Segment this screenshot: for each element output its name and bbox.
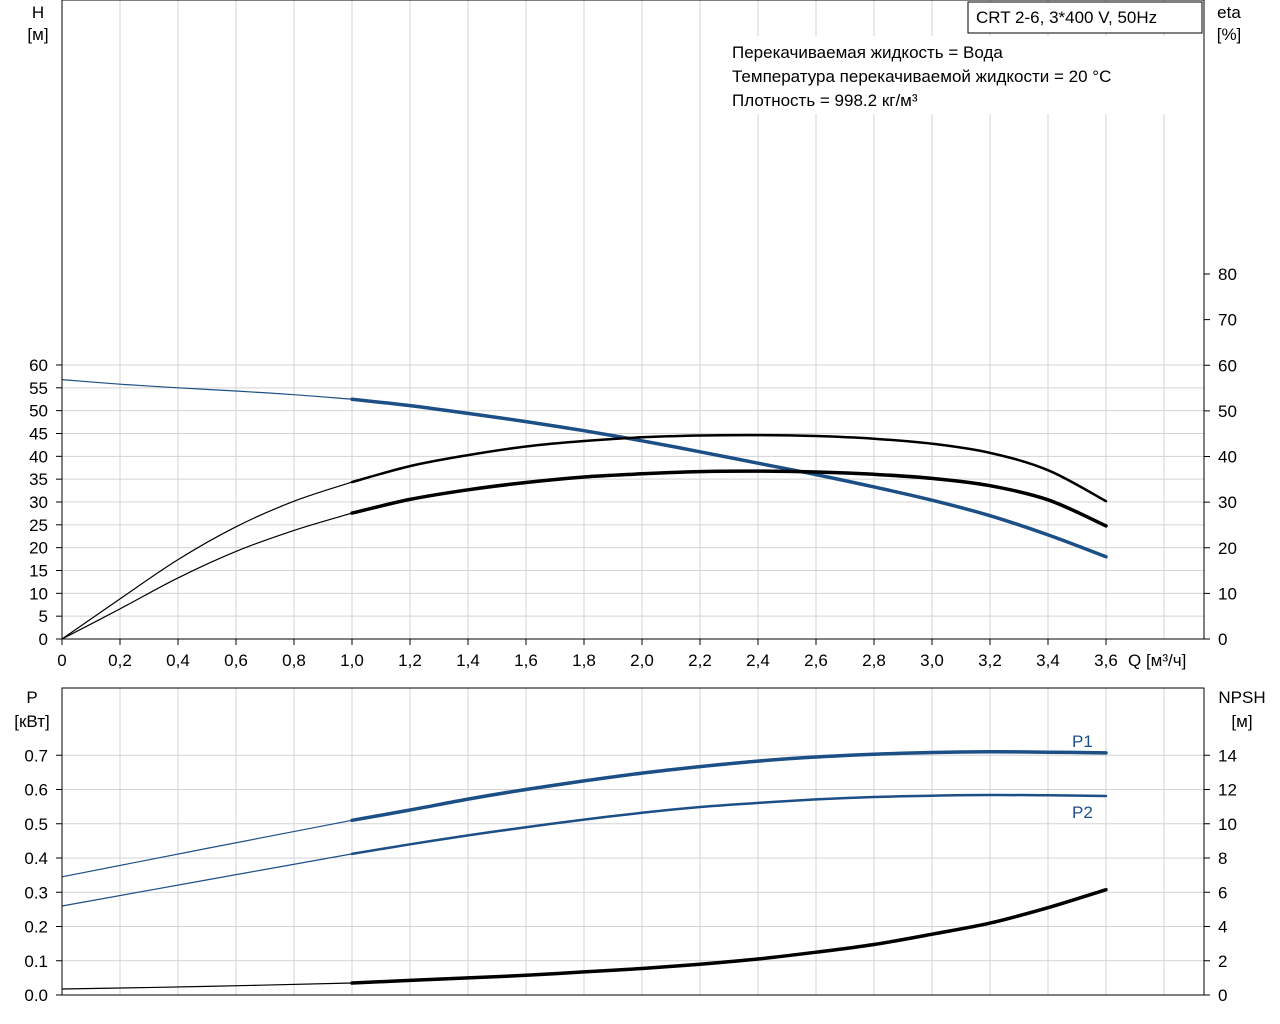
left-y-tick-label: 0.4 [24,849,48,868]
x-tick-label: 0 [57,651,66,670]
x-tick-label: 0,6 [224,651,248,670]
x-tick-label: 0,2 [108,651,132,670]
lower-right-axis-label-unit: [м] [1231,712,1252,731]
right-y-tick-label: 70 [1218,311,1237,330]
upper-plot-frame [61,0,1205,640]
right-y-tick-label: 60 [1218,356,1237,375]
upper-x-ticks: 0 0,2 0,4 0,6 0,8 1,0 1,2 1,4 1,6 1,8 2,0 2,2 2,4 2,6… [57,639,1118,670]
left-y-tick-label: 40 [29,447,48,466]
x-tick-label: 2,8 [862,651,886,670]
x-tick-label: 3,4 [1036,651,1060,670]
x-tick-label: 3,2 [978,651,1002,670]
left-y-tick-label: 15 [29,561,48,580]
lower-chart: 0.0 0.1 0.2 0.3 0.4 0.5 0.6 0.7 0 2 4 6 8 10 12 14 P [… [14,687,1266,1005]
right-y-tick-label: 50 [1218,402,1237,421]
right-y-tick-label: 20 [1218,539,1237,558]
x-tick-label: 3,0 [920,651,944,670]
x-tick-label: 0,8 [282,651,306,670]
right-y-tick-label: 0 [1218,630,1227,649]
x-tick-label: 0,4 [166,651,190,670]
liquid-annotation: Перекачиваемая жидкость = Вода [732,43,1003,62]
upper-left-axis-label-unit: [м] [27,25,48,44]
x-tick-label: 1,0 [340,651,364,670]
right-y-tick-label: 10 [1218,584,1237,603]
p2-power-curve-thin [61,853,353,907]
left-y-tick-label: 10 [29,584,48,603]
left-y-tick-label: 45 [29,424,48,443]
lower-series [61,750,1108,990]
npsh-curve-thin [61,982,353,990]
left-y-tick-label: 25 [29,516,48,535]
lower-left-y-ticks: 0.0 0.1 0.2 0.3 0.4 0.5 0.6 0.7 [24,746,62,1005]
x-tick-label: 2,4 [746,651,770,670]
left-y-tick-label: 0.0 [24,986,48,1005]
head-curve-thin [61,379,353,400]
x-tick-label: 2,6 [804,651,828,670]
upper-right-axis-label-unit: [%] [1217,25,1242,44]
right-y-tick-label: 12 [1218,781,1237,800]
left-y-tick-label: 55 [29,379,48,398]
x-tick-label: 2,2 [688,651,712,670]
x-tick-label: 2,0 [630,651,654,670]
left-y-tick-label: 0.5 [24,815,48,834]
chart-title: CRT 2-6, 3*400 V, 50Hz [976,8,1157,27]
right-y-tick-label: 30 [1218,493,1237,512]
p1-power-curve-thin [61,819,353,878]
p1-series-label: P1 [1072,732,1093,751]
right-y-tick-label: 80 [1218,265,1237,284]
left-y-tick-label: 0.3 [24,883,48,902]
right-y-tick-label: 6 [1218,883,1227,902]
upper-right-axis-label-symbol: eta [1217,3,1241,22]
title-box [967,1,1203,34]
right-y-tick-label: 14 [1218,746,1237,765]
lower-left-axis-label-symbol: P [26,688,37,707]
left-y-tick-label: 0 [39,630,48,649]
efficiency-total-curve [350,433,1108,503]
upper-left-y-ticks: 0 5 10 15 20 25 30 35 40 45 50 55 60 [29,356,62,649]
right-y-tick-label: 4 [1218,918,1227,937]
x-axis-label: Q [м³/ч] [1128,651,1186,670]
x-tick-label: 1,6 [514,651,538,670]
x-tick-label: 3,6 [1094,651,1118,670]
left-y-tick-label: 0.6 [24,781,48,800]
x-tick-label: 1,8 [572,651,596,670]
lower-left-axis-label-unit: [кВт] [14,712,49,731]
right-y-tick-label: 40 [1218,448,1237,467]
lower-right-axis-label-symbol: NPSH [1218,688,1265,707]
temperature-annotation: Температура перекачиваемой жидкости = 20… [732,67,1111,86]
upper-left-axis-label-symbol: H [32,3,44,22]
right-y-tick-label: 2 [1218,952,1227,971]
left-y-tick-label: 50 [29,402,48,421]
left-y-tick-label: 60 [29,356,48,375]
x-tick-label: 1,2 [398,651,422,670]
p1-power-curve [350,750,1108,823]
efficiency-total-curve-thin [61,481,353,640]
info-mask [722,36,1192,114]
right-y-tick-label: 8 [1218,849,1227,868]
left-y-tick-label: 0.7 [24,746,48,765]
upper-chart: 0 0,2 0,4 0,6 0,8 1,0 1,2 1,4 1,6 1,8 2,0 2,2 2,4 2,6… [27,0,1241,670]
left-y-tick-label: 30 [29,493,48,512]
density-annotation: Плотность = 998.2 кг/м³ [732,91,918,110]
p2-power-curve [350,793,1108,856]
lower-grid [62,688,1204,995]
left-y-tick-label: 0.1 [24,952,48,971]
left-y-tick-label: 5 [39,607,48,626]
upper-right-y-ticks: 0 10 20 30 40 50 60 70 80 [1204,265,1237,649]
left-y-tick-label: 0.2 [24,918,48,937]
right-y-tick-label: 10 [1218,815,1237,834]
lower-plot-frame [61,687,1205,996]
lower-right-y-ticks: 0 2 4 6 8 10 12 14 [1204,746,1237,1005]
efficiency-pump-curve-thin [61,512,353,640]
left-y-tick-label: 35 [29,470,48,489]
left-y-tick-label: 20 [29,539,48,558]
p2-series-label: P2 [1072,803,1093,822]
efficiency-pump-curve [350,469,1108,528]
head-curve [350,397,1108,559]
right-y-tick-label: 0 [1218,986,1227,1005]
x-tick-label: 1,4 [456,651,480,670]
npsh-curve [350,887,1108,985]
upper-series [61,379,1108,640]
